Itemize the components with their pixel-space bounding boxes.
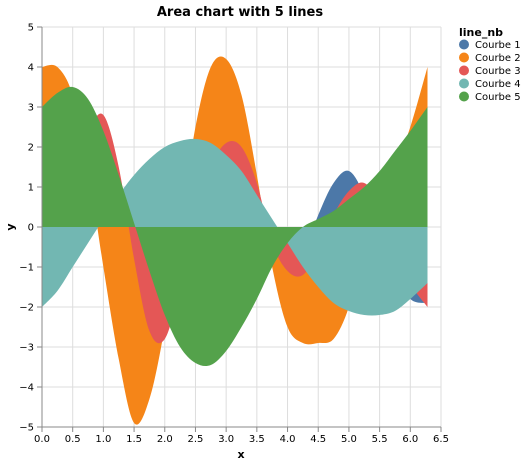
x-tick-label: 6.0 [402,434,418,445]
area-courbe-2 [42,56,428,425]
x-tick-label: 5.5 [372,434,388,445]
area-courbe-1 [42,149,428,308]
y-axis-title: y [4,223,17,230]
y-tick-label: 3 [28,103,34,114]
x-tick-label: 1.0 [95,434,111,445]
x-tick-label: 3.5 [249,434,265,445]
x-tick-label: 0.0 [34,434,50,445]
x-tick-label: 0.5 [65,434,81,445]
legend-label: Courbe 3 [475,66,521,77]
legend-symbol [459,65,469,76]
x-tick-label: 2.5 [188,434,204,445]
legend-symbol [459,52,469,63]
y-tick-label: −4 [19,383,34,394]
x-tick-label: 4.0 [280,434,296,445]
axes: 0.0 0.5 1.0 1.5 2.0 2.5 3.0 3.5 4.0 4.5 5.0 5.5 6.0 6… [19,23,449,446]
legend-label: Courbe 4 [475,79,521,90]
legend-label: Courbe 5 [475,92,521,103]
y-tick-label: 4 [28,63,34,74]
area-courbe-5 [42,86,428,367]
y-tick-label: 2 [28,143,34,154]
x-tick-label: 2.0 [157,434,173,445]
x-tick-label: 3.0 [218,434,234,445]
legend-symbol [459,91,469,102]
legend-title: line_nb [459,26,503,39]
y-tick-label: −2 [19,303,34,314]
y-tick-label: −1 [19,263,34,274]
x-tick-label: 5.0 [341,434,357,445]
y-tick-label: −3 [19,343,34,354]
y-tick-label: 0 [28,223,34,234]
y-tick-label: 5 [28,23,34,34]
chart-title: Area chart with 5 lines [157,5,323,20]
x-axis-title: x [237,448,244,461]
x-tick-label: 6.5 [433,434,449,445]
area-courbe-3 [42,113,428,344]
legend-label: Courbe 2 [475,53,521,64]
x-tick-label: 1.5 [126,434,142,445]
area-courbe-4 [42,138,428,316]
legend-symbol [459,39,469,50]
y-tick-label: −5 [19,423,34,434]
area-series [42,56,428,425]
legend-label: Courbe 1 [475,40,521,51]
y-tick-label: 1 [28,183,34,194]
legend-symbol [459,78,469,89]
x-tick-label: 4.5 [310,434,326,445]
legend: line_nb Courbe 1 Courbe 2 Courbe 3 Courbe 4… [459,26,521,103]
